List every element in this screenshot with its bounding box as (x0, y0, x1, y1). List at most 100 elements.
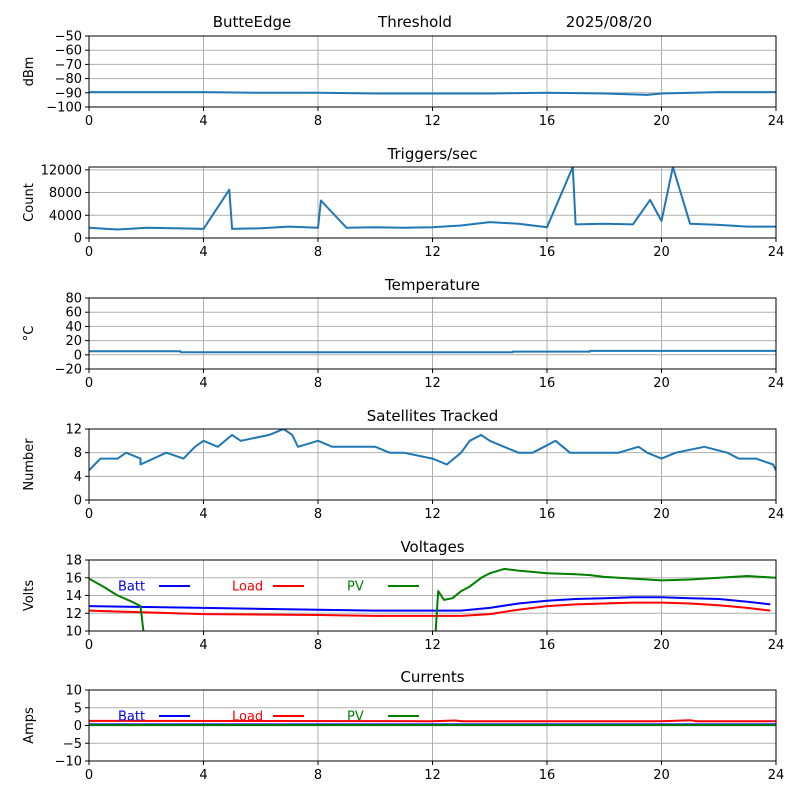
legend-label: PV (347, 710, 364, 725)
panel-noise: 0 4 8 12 16 20 24 −100−90−80−70−60−50 dBm (22, 30, 784, 130)
x-tick-label: 24 (768, 245, 785, 260)
y-tick-label: 0 (74, 719, 82, 734)
y-tick-label: 12000 (41, 163, 82, 178)
y-tick-label: 4 (74, 470, 82, 485)
y-tick-label: 20 (65, 334, 82, 349)
series-line-triggers (89, 167, 776, 231)
y-tick-label: −60 (55, 44, 82, 59)
x-tick-label: 12 (424, 376, 441, 391)
panel-currents: 0 4 8 12 16 20 24 −10 −5 0 5 10 Currents Amps Batt Load… (22, 668, 784, 783)
legend-label: Load (232, 710, 263, 725)
panel-title: Temperature (384, 276, 480, 294)
y-tick-label: 5 (74, 701, 82, 716)
y-tick-label: 60 (65, 306, 82, 321)
x-tick-label: 20 (653, 507, 670, 522)
legend-label: Batt (118, 580, 145, 595)
x-tick-label: 16 (539, 376, 556, 391)
x-tick-label: 16 (539, 768, 556, 783)
x-tick-label: 0 (85, 638, 93, 653)
panel-title: Currents (400, 668, 464, 686)
panel-title: Satellites Tracked (367, 407, 498, 425)
series-line-load (89, 719, 776, 723)
x-tick-label: 16 (539, 114, 556, 129)
y-tick-label: 14 (65, 589, 82, 604)
x-tick-label: 8 (314, 245, 322, 260)
x-tick-label: 20 (653, 114, 670, 129)
x-tick-label: 16 (539, 245, 556, 260)
y-tick-label: −20 (55, 363, 82, 378)
y-tick-label: 0 (74, 348, 82, 363)
y-axis-label: dBm (22, 57, 37, 87)
y-axis-label: Volts (22, 580, 37, 612)
x-tick-label: 12 (424, 638, 441, 653)
x-tick-label: 0 (85, 768, 93, 783)
y-axis-label: Number (22, 438, 37, 491)
x-tick-label: 20 (653, 638, 670, 653)
y-tick-label: 10 (65, 684, 82, 699)
x-tick-label: 8 (314, 376, 322, 391)
y-tick-label: 8000 (49, 186, 82, 201)
y-tick-label: −70 (55, 58, 82, 73)
y-axis-label: °C (22, 326, 37, 342)
x-tick-label: 20 (653, 768, 670, 783)
series-line-satellites (89, 429, 776, 472)
y-tick-label: −10 (55, 755, 82, 770)
x-tick-label: 24 (768, 768, 785, 783)
x-tick-label: 16 (539, 507, 556, 522)
x-tick-label: 20 (653, 245, 670, 260)
x-tick-label: 4 (199, 114, 207, 129)
x-tick-label: 24 (768, 376, 785, 391)
header-date: 2025/08/20 (566, 13, 652, 31)
x-tick-label: 0 (85, 507, 93, 522)
panel-voltages: 0 4 8 12 16 20 24 10 12 14 16 18 Voltages Volts Batt Lo… (22, 538, 784, 653)
panel-satellites: 0 4 8 12 16 20 24 0 4 8 12 Satellites Tracked Number (22, 407, 784, 522)
x-tick-label: 12 (424, 114, 441, 129)
y-tick-label: −100 (46, 101, 82, 116)
y-tick-label: 16 (65, 571, 82, 586)
y-axis-label: Count (22, 183, 37, 222)
panel-title: Voltages (400, 538, 464, 556)
x-tick-label: 24 (768, 114, 785, 129)
y-tick-label: 12 (65, 423, 82, 438)
panel-title: Triggers/sec (387, 145, 478, 163)
y-tick-label: 80 (65, 292, 82, 307)
panel-triggers: 0 4 8 12 16 20 24 0 4000 8000 12000 Triggers/sec Cou… (22, 145, 784, 260)
header-station: ButteEdge (213, 13, 292, 31)
x-tick-label: 0 (85, 114, 93, 129)
series-line-load (89, 601, 771, 617)
series-line-noise (89, 91, 776, 96)
series-line-pv (89, 567, 776, 631)
x-tick-label: 24 (768, 638, 785, 653)
y-tick-label: 0 (74, 232, 82, 247)
x-tick-label: 8 (314, 768, 322, 783)
legend-label: Load (232, 580, 263, 595)
x-tick-label: 8 (314, 638, 322, 653)
x-tick-label: 20 (653, 376, 670, 391)
legend-label: Batt (118, 710, 145, 725)
x-tick-label: 12 (424, 768, 441, 783)
y-tick-label: 12 (65, 607, 82, 622)
x-tick-label: 8 (314, 507, 322, 522)
legend-label: PV (347, 580, 364, 595)
x-tick-label: 4 (199, 245, 207, 260)
series-line-temperature (89, 349, 776, 354)
x-tick-label: 0 (85, 376, 93, 391)
x-tick-label: 4 (199, 376, 207, 391)
x-tick-label: 12 (424, 507, 441, 522)
y-tick-label: 0 (74, 494, 82, 509)
x-tick-label: 4 (199, 638, 207, 653)
y-tick-label: −5 (63, 737, 82, 752)
y-tick-label: 4000 (49, 209, 82, 224)
y-tick-label: 40 (65, 320, 82, 335)
x-tick-label: 4 (199, 768, 207, 783)
y-tick-label: 10 (65, 625, 82, 640)
x-tick-label: 0 (85, 245, 93, 260)
x-tick-label: 12 (424, 245, 441, 260)
y-tick-label: 8 (74, 446, 82, 461)
x-tick-label: 8 (314, 114, 322, 129)
y-tick-label: −90 (55, 86, 82, 101)
series-line-batt (89, 596, 771, 612)
